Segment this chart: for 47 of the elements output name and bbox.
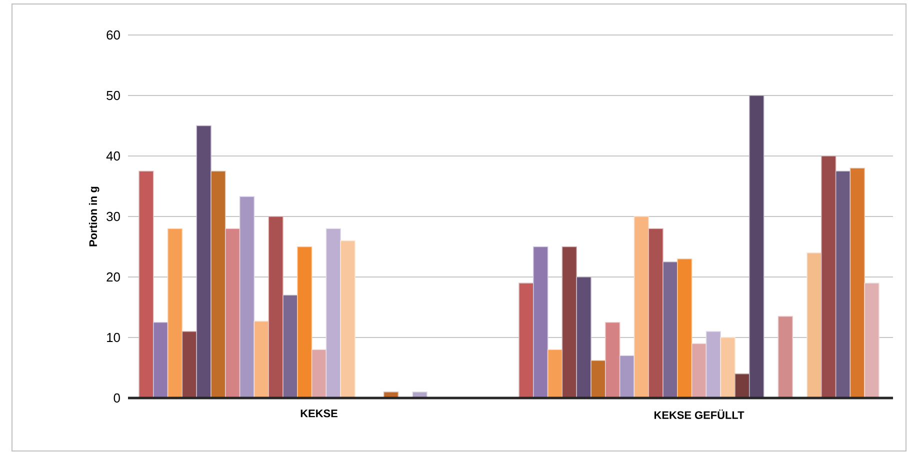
bar [634, 216, 650, 398]
bar [311, 349, 327, 398]
bar [835, 170, 851, 398]
bar [167, 228, 183, 398]
bar [268, 216, 284, 398]
y-tick-label: 50 [106, 90, 120, 100]
bar [720, 337, 736, 398]
y-axis-title: Portion in g [88, 186, 100, 246]
y-tick-label: 10 [107, 332, 120, 342]
bar [576, 276, 592, 398]
bar [326, 228, 342, 398]
bar [182, 331, 197, 398]
bar [590, 360, 606, 398]
bar [225, 228, 240, 398]
y-tick-label: 60 [106, 30, 120, 40]
y-tick-label: 20 [106, 272, 120, 282]
y-tick-label: 40 [106, 151, 120, 161]
y-tick-label: 30 [106, 212, 120, 222]
bar [619, 355, 635, 398]
bar [605, 322, 620, 398]
bar [562, 246, 578, 398]
bar [518, 282, 534, 398]
y-tick-label: 0 [114, 393, 120, 403]
bar [691, 343, 707, 398]
bar [547, 349, 563, 398]
bar [254, 320, 269, 398]
bar [706, 331, 722, 398]
bar [850, 168, 866, 398]
bar [821, 156, 836, 398]
bar [778, 316, 794, 398]
bar [138, 170, 154, 398]
bar [153, 322, 168, 398]
bar [239, 196, 255, 398]
bar [806, 252, 822, 398]
bar [196, 125, 212, 398]
x-tick-label: KEKSE GEFÜLLT [654, 410, 744, 419]
bar [677, 258, 692, 398]
bar [648, 228, 664, 398]
bar [282, 294, 298, 398]
bar [533, 246, 548, 398]
bar [662, 261, 678, 398]
bar [749, 95, 764, 398]
bar [210, 170, 226, 398]
x-tick-label: KEKSE [300, 410, 338, 418]
bar [340, 240, 356, 398]
bar [297, 246, 312, 398]
bar [864, 282, 880, 398]
